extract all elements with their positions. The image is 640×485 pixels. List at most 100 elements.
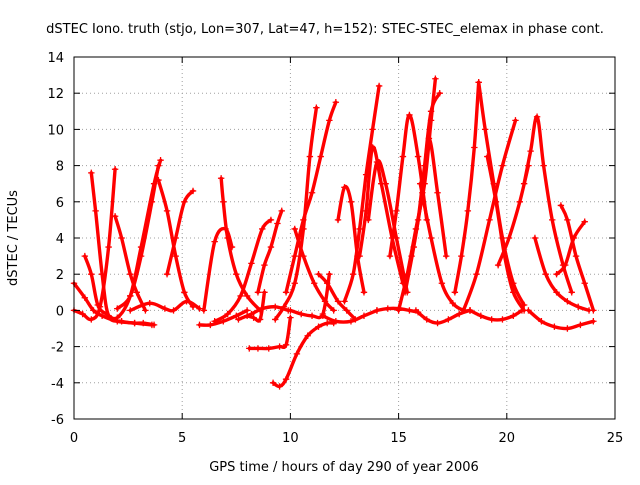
data-point [300,216,307,224]
data-point [300,252,307,260]
data-point [414,216,422,224]
data-point [137,252,145,260]
series-19 [282,99,340,296]
data-point [334,298,342,305]
x-tick-label: 0 [70,431,78,446]
data-point [88,271,95,278]
data-point [525,307,532,314]
series-line [219,176,262,313]
data-point [553,271,560,278]
data-point [527,147,534,155]
y-tick-label: -2 [51,341,64,356]
data-point [311,280,318,287]
data-point [466,307,474,314]
data-point [581,280,588,287]
series-22 [315,271,359,323]
data-point [250,314,257,321]
series-45 [553,218,588,278]
series-line [284,100,338,294]
data-point [334,216,342,224]
series-16 [246,314,294,352]
data-point [282,375,290,383]
x-tick-label: 20 [499,431,516,446]
data-point [562,261,569,269]
data-point [304,332,311,339]
data-point [200,307,208,314]
series-21 [291,225,337,314]
data-point [298,310,305,318]
data-point [434,319,441,327]
data-point [92,207,99,215]
data-point [488,316,495,323]
data-point [90,307,97,314]
data-point [267,216,275,224]
data-point [455,310,463,318]
data-point [217,175,225,182]
data-point [321,298,329,305]
series-14 [254,207,285,296]
data-point [581,218,588,225]
data-point [326,117,333,124]
data-point [269,379,277,386]
data-point [347,198,355,205]
data-point [365,216,372,224]
data-point [375,82,383,90]
data-point [427,234,435,242]
data-point [360,289,368,296]
data-point [382,180,389,187]
data-point [434,189,441,196]
data-point [473,271,480,278]
data-point [323,319,331,327]
data-point [181,289,188,296]
data-point [499,162,506,169]
data-point [590,307,597,314]
data-point [315,271,322,278]
data-point [105,312,112,320]
data-point [233,271,240,278]
data-point [196,321,203,329]
data-point [140,319,147,327]
data-point [196,305,203,312]
data-point [282,341,290,348]
series-1 [70,166,119,323]
data-point [243,307,251,314]
series-line [526,308,596,331]
axes: 0 5 10 15 20 25 -6 -4 -2 0 2 4 6 8 10 12 14 [47,51,623,446]
data-point [520,180,528,187]
data-point [341,298,348,305]
y-tick-label: 4 [56,232,64,247]
data-point [276,383,283,390]
data-point [94,301,102,309]
data-point [564,325,571,332]
series-line [468,308,524,322]
data-point [254,289,262,296]
chart-title: dSTEC Iono. truth (stjo, Lon=307, Lat=47… [46,22,604,37]
series-line [453,80,481,294]
data-point [233,312,240,320]
series-line [165,189,195,276]
data-point [464,207,472,215]
data-point [386,252,394,260]
data-point [161,305,169,312]
data-point [458,252,465,260]
data-point [146,299,153,307]
series-line [554,220,587,276]
data-point [282,289,290,296]
data-point [395,307,402,314]
data-point [484,153,491,160]
data-point [105,243,112,251]
data-point [157,156,164,164]
data-point [510,289,517,296]
data-point [111,166,119,173]
data-point [150,321,158,329]
data-point [254,345,262,352]
data-point [347,318,355,325]
data-point [570,234,578,242]
data-point [207,321,214,329]
series-line [247,315,293,351]
data-point [293,350,301,358]
data-point [155,162,162,169]
data-point [88,316,95,323]
data-point [332,99,340,106]
